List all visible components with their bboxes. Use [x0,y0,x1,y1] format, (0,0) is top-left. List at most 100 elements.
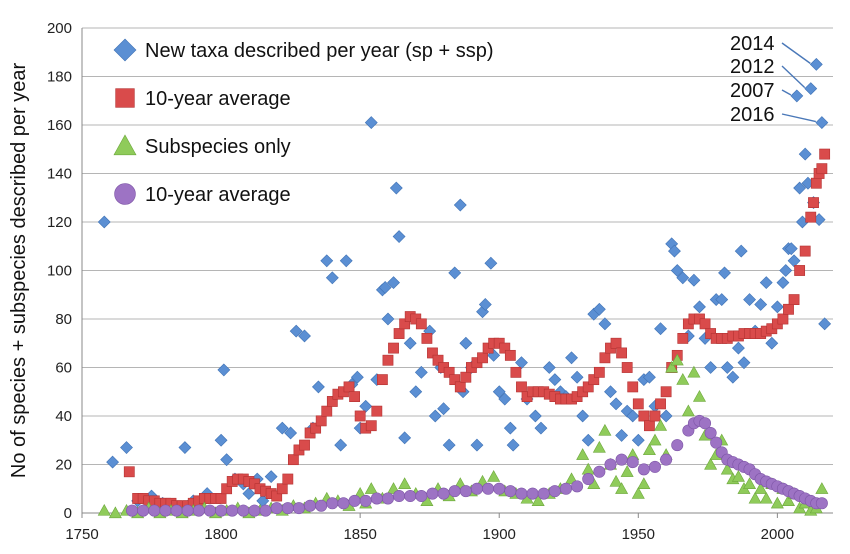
circle-point [203,504,216,517]
diamond-point [515,356,528,370]
y-tick-label: 60 [55,360,72,377]
annotation-label: 2016 [730,104,775,126]
annotation-leader [781,65,806,89]
circle-point [571,480,584,493]
square-point [660,386,672,398]
circle-point [181,504,194,517]
diamond-point [776,276,790,290]
diamond-point [668,244,681,258]
triangle-point [759,491,773,504]
circle-point [237,504,250,517]
diamond-point [804,82,818,96]
diamond-point [178,441,192,454]
square-point [393,328,405,339]
square-point [816,163,828,175]
square-point [310,422,322,434]
diamond-point [492,385,506,399]
square-point [777,313,789,325]
square-point [343,381,355,393]
diamond-point [604,385,617,399]
triangle-point [748,491,762,504]
diamond-point [484,256,498,270]
circle-point [126,504,139,517]
triangle-point [687,365,701,378]
diamond-point [576,409,590,423]
annotation-label: 2014 [730,33,775,55]
diamond-point [378,281,392,294]
square-point [699,318,711,330]
square-point [810,177,822,189]
square-point [621,362,633,373]
x-tick-label: 1850 [343,526,376,543]
annotation-leader [781,113,817,123]
square-point [632,398,644,410]
circle-point [537,487,550,500]
diamond-point [470,438,484,452]
triangle-point [487,470,501,482]
triangle-point [642,443,656,456]
diamond-point [770,300,784,314]
square-point [371,405,383,417]
diamond-point [437,402,451,416]
square-point [221,483,233,495]
diamond-point [528,409,542,423]
circle-point [259,504,272,517]
triangle-point [598,423,612,436]
square-point [415,318,427,330]
annotation-label: 2007 [730,80,775,102]
square-point [326,396,338,407]
square-point [599,352,611,364]
diamond-point [120,441,133,454]
diamond-point [409,385,423,399]
diamond-point [298,329,311,343]
square-point [677,332,689,344]
square-point [593,366,605,378]
square-point [799,245,811,257]
diamond-point [392,230,406,243]
circle-point [660,453,673,466]
x-tick-label: 1950 [622,526,655,543]
legend-label: Subspecies only [145,136,291,158]
diamond-point [387,276,400,290]
triangle-point [615,482,629,494]
circle-point [459,485,472,498]
square-point [421,332,433,344]
square-point [382,354,394,366]
circle-point [215,504,228,517]
diamond-point [718,266,731,280]
diamond-point [720,361,734,374]
diamond-point [389,181,403,195]
square-point [638,410,650,422]
square-point [399,318,411,330]
square-point [460,371,472,383]
circle-point [192,504,205,517]
triangle-point [665,360,679,373]
circle-point [359,494,372,507]
triangle-point [620,465,634,477]
circle-point [315,499,328,512]
square-point [427,347,438,359]
diamond-point [609,397,623,411]
diamond-point [642,370,656,384]
diamond-point [453,198,467,212]
circle-point [304,499,317,512]
diamond-point [734,244,748,258]
circle-point [593,465,606,478]
triangle-point [364,482,378,494]
diamond-point [97,215,111,229]
diamond-point [448,266,462,280]
triangle-point [108,506,122,519]
diamond-point [289,324,303,338]
circle-point [326,497,339,510]
square-point [588,374,600,386]
y-tick-label: 40 [55,408,72,425]
diamond-point [765,336,779,350]
circle-point [281,502,294,515]
annotation-label: 2012 [730,56,775,78]
diamond-point [732,341,745,355]
diamond-point [478,298,492,311]
diamond-point [676,271,690,285]
triangle-point [609,474,623,487]
